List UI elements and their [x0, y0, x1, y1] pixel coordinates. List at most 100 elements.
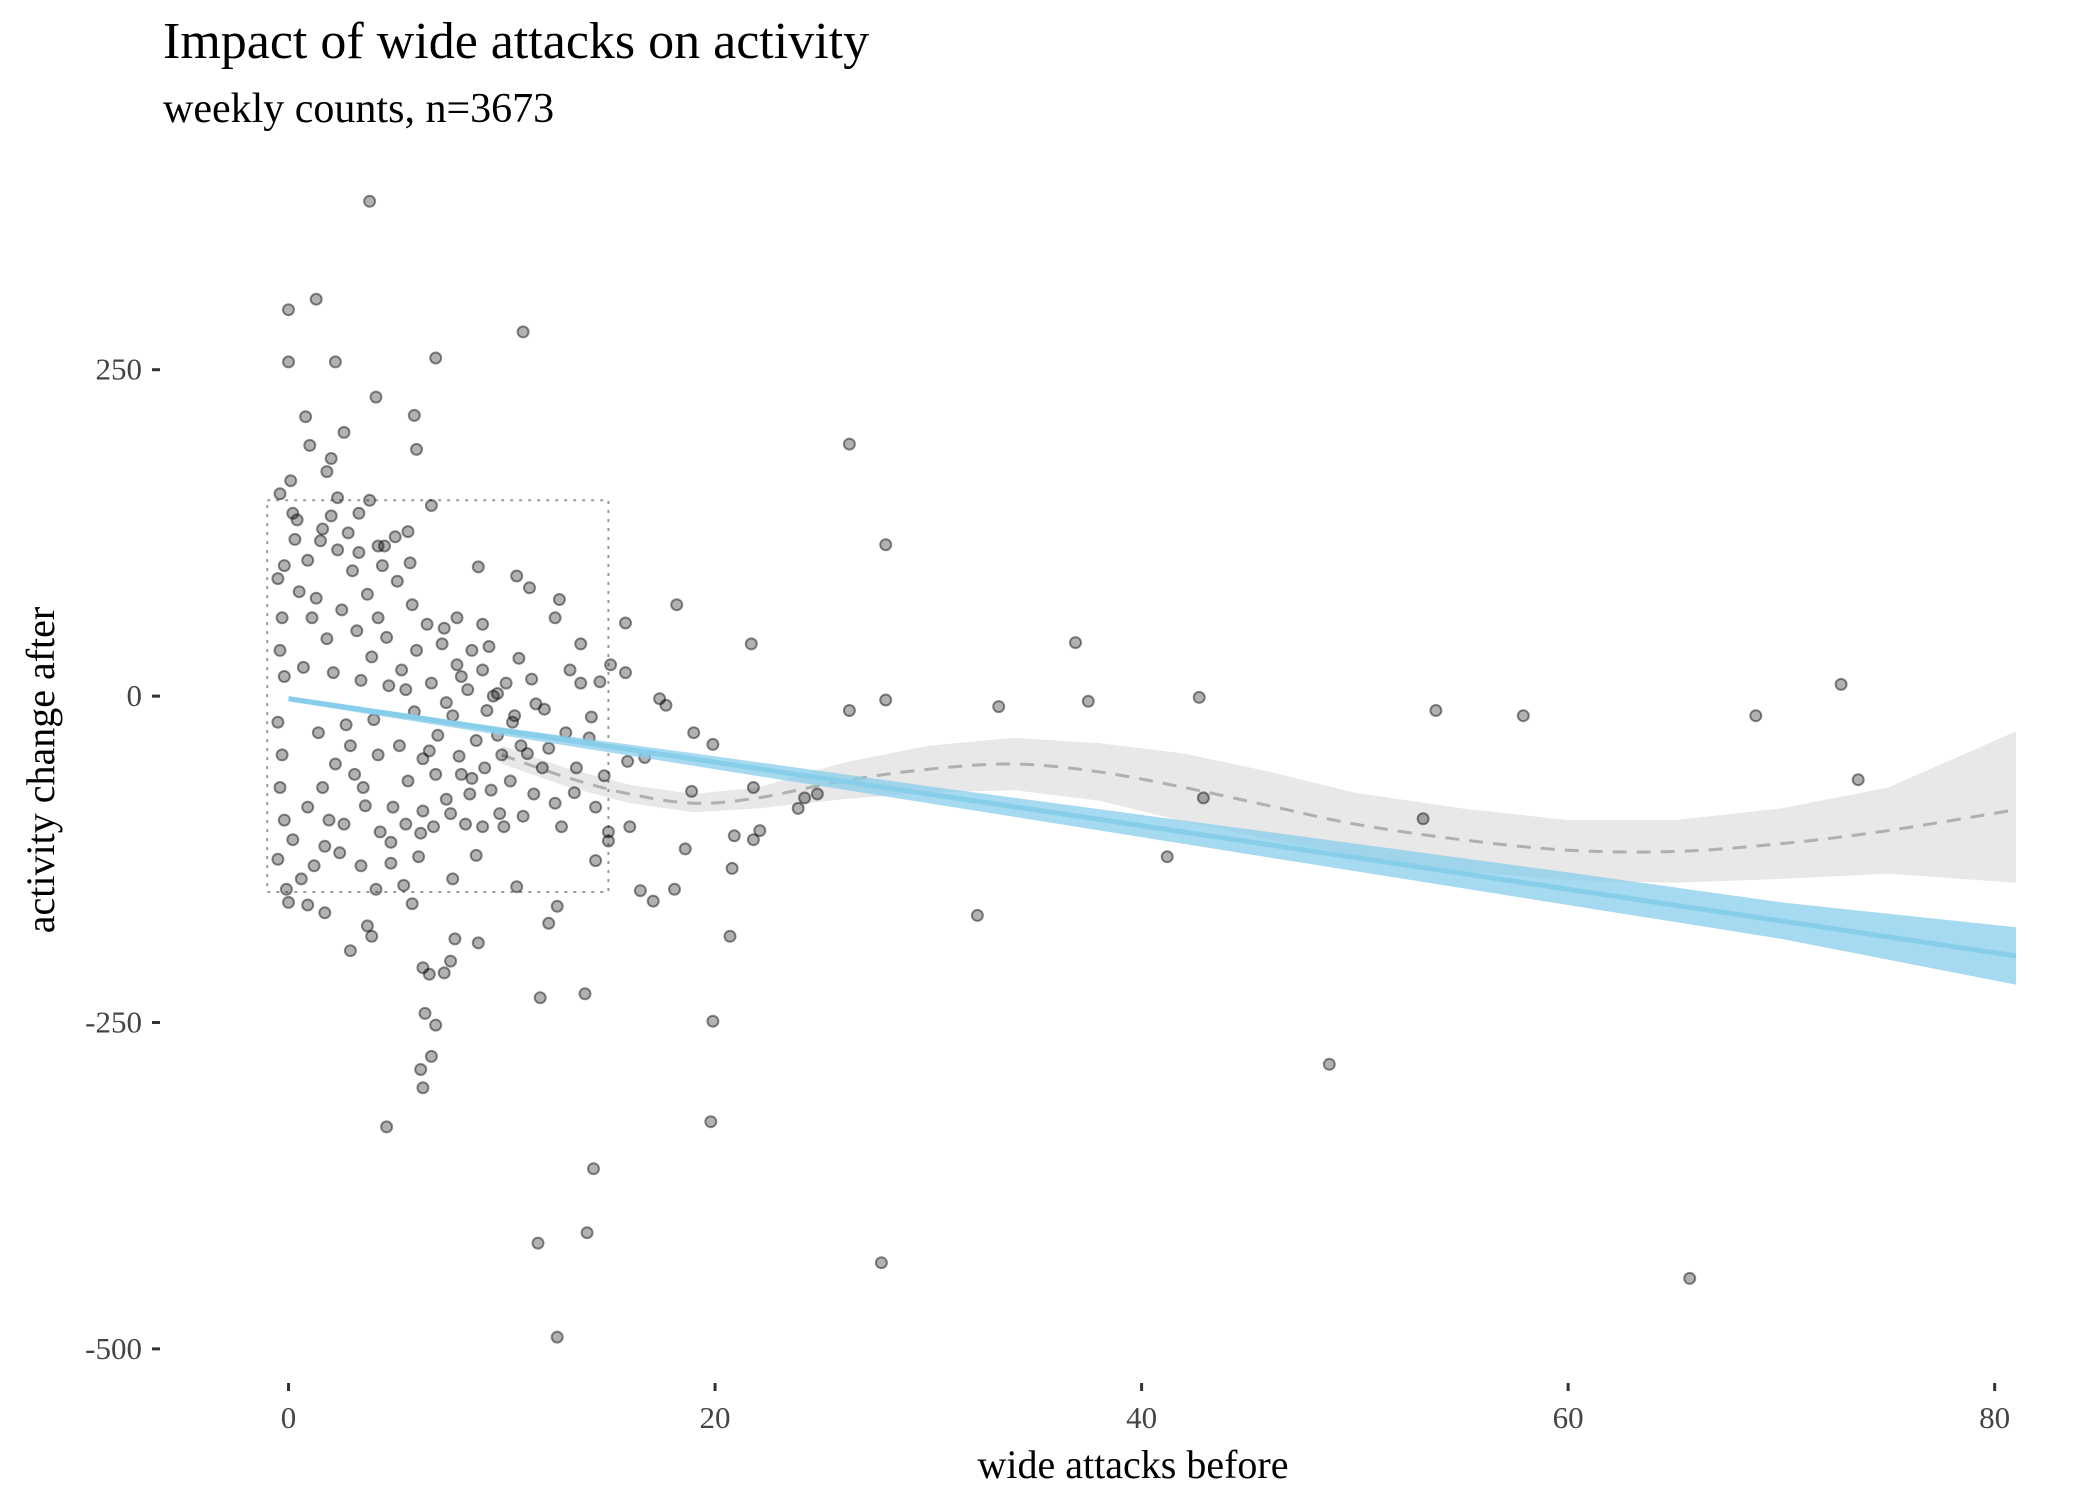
data-point — [601, 834, 615, 848]
data-point — [461, 683, 475, 697]
data-point — [309, 591, 323, 605]
data-point — [320, 465, 334, 479]
data-point — [420, 617, 434, 631]
data-point — [574, 676, 588, 690]
data-point — [279, 882, 293, 896]
data-point — [414, 826, 428, 840]
data-point — [282, 303, 295, 317]
data-point — [525, 672, 539, 686]
data-point — [704, 1115, 718, 1129]
x-tick-label: 0 — [281, 1400, 297, 1435]
data-point — [1683, 1271, 1697, 1285]
data-point — [1851, 773, 1865, 787]
data-point — [380, 630, 394, 644]
data-point — [380, 1120, 394, 1134]
data-point — [277, 670, 291, 683]
data-point — [444, 954, 458, 968]
data-point — [514, 739, 528, 753]
data-point — [429, 351, 443, 365]
data-point — [798, 791, 812, 805]
data-point — [416, 752, 430, 766]
data-point — [414, 1063, 428, 1076]
data-point — [407, 408, 421, 422]
data-point — [439, 696, 453, 710]
data-point — [533, 991, 547, 1005]
data-point — [358, 799, 372, 813]
data-point — [508, 709, 522, 723]
data-point — [322, 813, 336, 827]
data-point — [271, 715, 285, 729]
linear-fit-band — [288, 696, 2016, 985]
data-point — [373, 825, 387, 839]
data-point — [482, 640, 496, 653]
data-point — [506, 715, 519, 729]
y-tick-label: -500 — [85, 1331, 142, 1366]
data-point — [552, 593, 566, 606]
data-point — [369, 882, 383, 896]
data-point — [431, 728, 445, 742]
data-point — [1749, 709, 1763, 723]
data-point — [363, 493, 377, 507]
data-point — [499, 676, 513, 690]
data-point — [352, 506, 366, 520]
linear-fit-layer — [288, 696, 2017, 985]
data-point — [542, 741, 556, 755]
data-point — [1069, 636, 1082, 650]
data-point — [301, 898, 315, 912]
data-point — [363, 194, 377, 208]
data-point — [810, 787, 824, 801]
data-point — [288, 532, 302, 546]
data-point — [331, 543, 345, 557]
data-point — [301, 553, 315, 567]
data-point — [316, 781, 330, 794]
data-point — [333, 846, 347, 860]
data-point — [326, 666, 340, 680]
data-point — [459, 817, 472, 831]
chart-title: Impact of wide attacks on activity — [163, 13, 870, 70]
data-point — [550, 899, 564, 913]
data-point — [510, 880, 524, 894]
data-point — [429, 1018, 443, 1032]
data-point — [484, 783, 498, 797]
data-point — [424, 676, 438, 690]
data-point — [465, 771, 479, 785]
data-point — [290, 513, 304, 527]
data-point — [569, 761, 583, 775]
data-point — [486, 689, 500, 703]
data-point — [346, 564, 359, 578]
data-point — [422, 967, 436, 981]
data-point — [842, 704, 856, 717]
data-point — [542, 916, 556, 930]
data-point — [303, 438, 317, 452]
data-point — [314, 534, 327, 548]
data-point — [354, 859, 368, 873]
data-point — [678, 842, 692, 856]
data-point — [424, 499, 438, 512]
data-point — [493, 807, 507, 821]
data-point — [619, 666, 632, 680]
data-point — [520, 747, 534, 761]
data-point — [418, 1006, 432, 1020]
data-point — [529, 697, 543, 711]
data-point — [286, 506, 300, 520]
data-point — [480, 704, 494, 717]
data-point — [476, 617, 490, 631]
data-point — [435, 637, 449, 651]
data-point — [1834, 677, 1848, 691]
data-point — [296, 660, 310, 674]
data-point — [401, 525, 415, 539]
data-point — [446, 872, 460, 886]
data-point — [469, 734, 483, 747]
data-point — [476, 820, 490, 834]
data-point — [410, 442, 423, 456]
data-point — [277, 813, 291, 827]
data-point — [405, 598, 419, 612]
data-point — [282, 355, 295, 369]
y-tick-label: 0 — [127, 678, 143, 713]
data-point — [360, 919, 374, 933]
data-point — [567, 786, 581, 800]
data-point — [352, 546, 366, 559]
x-axis-title: wide attacks before — [978, 1442, 1289, 1487]
data-point — [523, 581, 536, 595]
